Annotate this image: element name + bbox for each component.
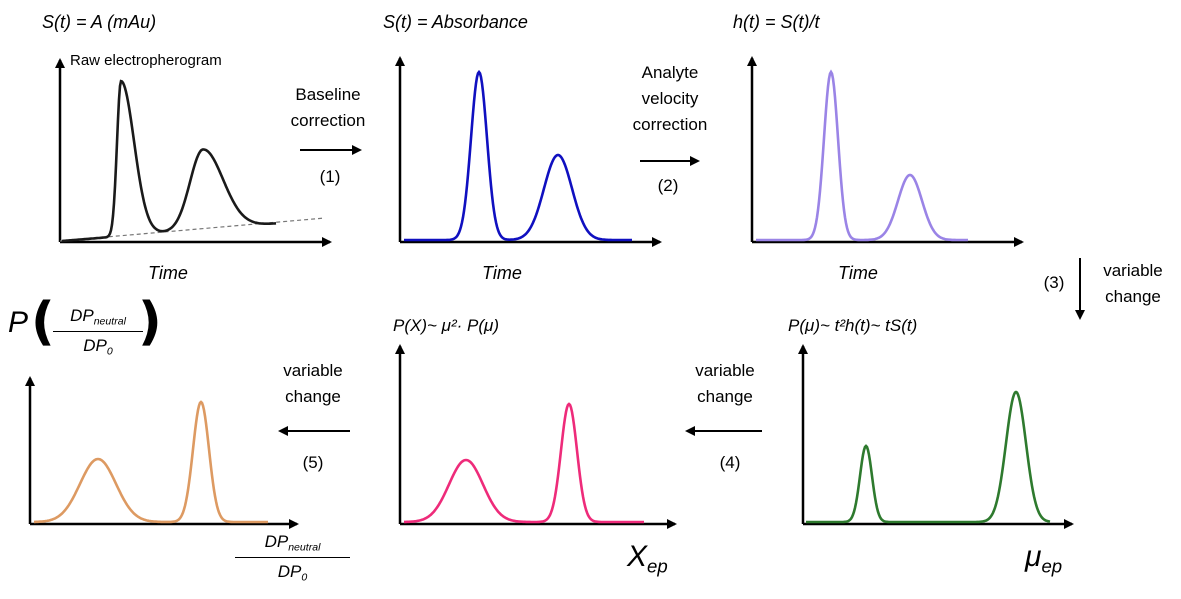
step4-line2: change	[697, 387, 753, 406]
xaxis-num-main: DP	[264, 532, 289, 551]
panel2-curve	[404, 69, 632, 242]
step4-number: (4)	[719, 453, 741, 472]
panel3-xaxis-label: Time	[838, 263, 878, 283]
panel1-axes	[55, 58, 332, 247]
step4-line1: variable	[695, 361, 755, 380]
panel6-curve	[34, 400, 268, 524]
step1-number: (1)	[319, 167, 341, 186]
panel3-curve	[756, 69, 968, 242]
panel6-right-paren: )	[138, 292, 162, 352]
step3-label: variable change	[1090, 258, 1176, 310]
step3-number: (3)	[1043, 273, 1065, 292]
panel2-axes	[395, 56, 662, 247]
panel1-curve	[61, 79, 277, 243]
step2-line1: Analyte	[641, 63, 699, 82]
panel2-header: S(t) = Absorbance	[383, 12, 528, 32]
xaxis-den-sub: 0	[301, 571, 308, 584]
step2-number: (2)	[657, 176, 679, 195]
mu-symbol: μ	[1025, 540, 1042, 573]
panel4-curve	[806, 390, 1051, 524]
step5-label: variable change	[258, 358, 368, 410]
step1-label: Baseline correction	[268, 82, 388, 134]
panel1-note: Raw electropherogram	[70, 52, 222, 69]
panel1-header: S(t) = A (mAu)	[42, 12, 157, 32]
panel6-left-paren: (	[31, 292, 55, 352]
panel4-header: P(μ)~ t²h(t)~ tS(t)	[788, 316, 918, 335]
panel4-xaxis-label: μep	[1025, 540, 1062, 578]
step5-line1: variable	[283, 361, 343, 380]
step1-line2: correction	[290, 111, 366, 130]
panel3-header: h(t) = S(t)/t	[733, 12, 820, 32]
panel6-header-fraction: DPneutral DP0	[53, 306, 143, 357]
panel2-xaxis-label: Time	[482, 263, 522, 283]
xaxis-num-sub: neutral	[288, 541, 321, 554]
panel1-xaxis-label: Time	[148, 263, 188, 283]
step2-line2: velocity	[641, 89, 699, 108]
panel6-header-prefix: P	[8, 306, 29, 339]
step2-label: Analyte velocity correction	[605, 60, 735, 138]
step5-number: (5)	[302, 453, 324, 472]
panel5-xaxis-label: Xep	[627, 540, 668, 578]
mu-subscript: ep	[1041, 555, 1063, 577]
panel3-axes	[747, 56, 1024, 247]
step5-line2: change	[285, 387, 341, 406]
panel5-axes	[395, 344, 677, 529]
x-symbol: X	[627, 540, 648, 573]
step2-line3: correction	[632, 115, 708, 134]
frac-den-main: DP	[83, 335, 107, 355]
xaxis-den-main: DP	[277, 561, 302, 581]
frac-den-sub: 0	[106, 345, 113, 358]
panel4-axes	[798, 344, 1074, 529]
x-subscript: ep	[647, 555, 668, 577]
step4-label: variable change	[670, 358, 780, 410]
panel6-axes	[25, 376, 299, 529]
step3-line2: change	[1105, 287, 1161, 306]
step3-line1: variable	[1103, 261, 1163, 280]
frac-num-sub: neutral	[93, 315, 126, 328]
panel5-header: P(X)~ μ²· P(μ)	[393, 316, 499, 335]
step1-line1: Baseline	[295, 85, 361, 104]
panel6-xaxis-label: DPneutral DP0	[235, 532, 350, 583]
frac-num-main: DP	[70, 306, 94, 325]
panel5-curve	[404, 402, 644, 524]
